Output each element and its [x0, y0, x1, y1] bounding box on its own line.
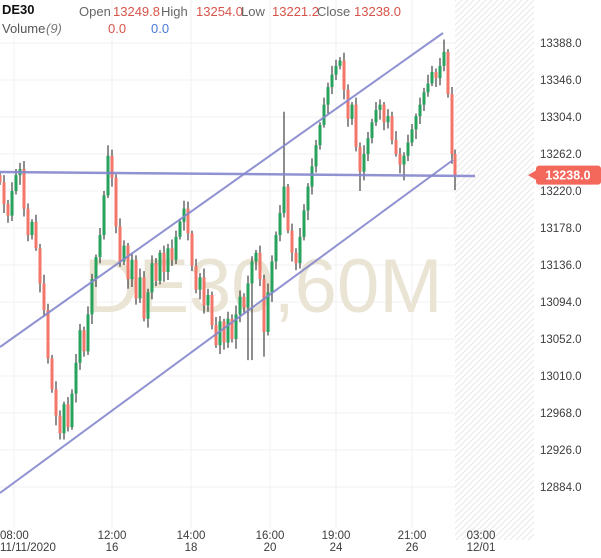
svg-text:14:00: 14:00 — [177, 530, 206, 542]
svg-text:08:00: 08:00 — [0, 530, 29, 542]
svg-text:13388.0: 13388.0 — [540, 38, 582, 50]
svg-text:18: 18 — [185, 542, 198, 554]
svg-text:12968.0: 12968.0 — [540, 408, 582, 420]
svg-text:13010.0: 13010.0 — [540, 371, 582, 383]
svg-text:12884.0: 12884.0 — [540, 482, 582, 494]
svg-text:20: 20 — [264, 542, 277, 554]
svg-text:24: 24 — [330, 542, 343, 554]
svg-text:13052.0: 13052.0 — [540, 334, 582, 346]
svg-text:12:00: 12:00 — [98, 530, 127, 542]
trendlines[interactable] — [0, 32, 476, 494]
grid-lines — [0, 0, 534, 528]
svg-text:11/11/2020: 11/11/2020 — [0, 542, 56, 554]
svg-text:13220.0: 13220.0 — [540, 186, 582, 198]
svg-text:13304.0: 13304.0 — [540, 112, 582, 124]
svg-text:13262.0: 13262.0 — [540, 149, 582, 161]
svg-text:13238.0: 13238.0 — [545, 169, 590, 183]
svg-text:13346.0: 13346.0 — [540, 75, 582, 87]
svg-text:26: 26 — [406, 542, 419, 554]
svg-text:16: 16 — [106, 542, 119, 554]
current-price-badge: 13238.0 — [528, 165, 601, 185]
upper-channel-trendline[interactable] — [0, 32, 444, 348]
candlestick-series — [0, 39, 457, 440]
svg-text:13136.0: 13136.0 — [540, 260, 582, 272]
svg-text:16:00: 16:00 — [256, 530, 285, 542]
svg-text:12926.0: 12926.0 — [540, 445, 582, 457]
svg-text:12/01: 12/01 — [467, 542, 496, 554]
svg-text:21:00: 21:00 — [398, 530, 427, 542]
future-zone-hatch — [455, 0, 534, 540]
svg-text:13178.0: 13178.0 — [540, 223, 582, 235]
lower-channel-trendline[interactable] — [0, 159, 454, 494]
svg-text:13094.0: 13094.0 — [540, 297, 582, 309]
y-axis-labels: 13388.0 13346.0 13304.0 13262.0 13220.0 13178… — [540, 38, 582, 494]
svg-text:03:00: 03:00 — [467, 530, 496, 542]
svg-text:19:00: 19:00 — [322, 530, 351, 542]
horizontal-support-trendline[interactable] — [0, 170, 476, 178]
